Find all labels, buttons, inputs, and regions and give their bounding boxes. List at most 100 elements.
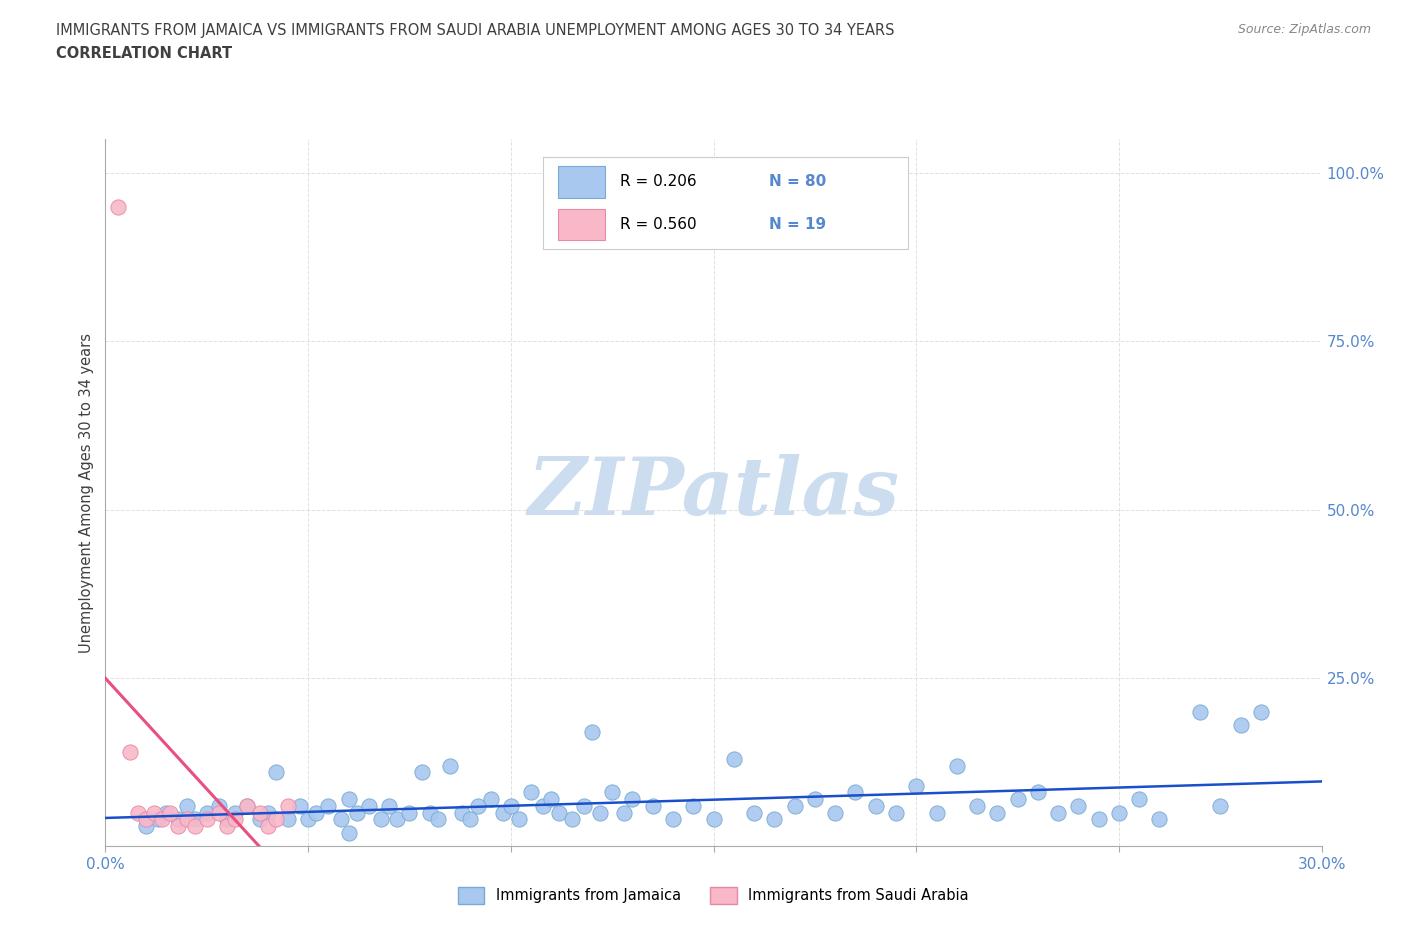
Point [804,791,827,806]
Point [467,799,489,814]
Point [346,805,368,820]
Point [224,805,246,820]
Bar [558,208,606,240]
Point [1047,805,1070,820]
Point [548,805,571,820]
Point [256,818,278,833]
Point [217,818,239,833]
Point [865,799,887,814]
Point [249,812,271,827]
Point [1108,805,1130,820]
Point [146,812,169,827]
Point [439,758,461,773]
Point [264,764,287,779]
Point [155,805,177,820]
Point [357,799,380,814]
Point [370,812,392,827]
Point [277,812,299,827]
Point [458,812,481,827]
Point [264,812,287,827]
Point [127,805,149,820]
Point [1067,799,1090,814]
Point [150,812,173,827]
Point [492,805,515,820]
Point [277,799,299,814]
Point [742,805,765,820]
Point [288,799,311,814]
Point [107,199,129,214]
Point [426,812,449,827]
Point [236,799,259,814]
Point [176,812,198,827]
Point [217,812,239,827]
Point [208,805,231,820]
Text: IMMIGRANTS FROM JAMAICA VS IMMIGRANTS FROM SAUDI ARABIA UNEMPLOYMENT AMONG AGES : IMMIGRANTS FROM JAMAICA VS IMMIGRANTS FR… [56,23,894,38]
Point [621,791,644,806]
Point [589,805,612,820]
Text: CORRELATION CHART: CORRELATION CHART [56,46,232,61]
Point [135,818,157,833]
Point [236,799,259,814]
Point [1189,704,1212,719]
Point [1087,812,1109,827]
Point [195,812,218,827]
Point [411,764,433,779]
Point [844,785,866,800]
Point [337,826,360,841]
Point [763,812,786,827]
Text: R = 0.206: R = 0.206 [620,175,696,190]
Point [572,799,595,814]
Point [641,799,664,814]
Point [451,805,474,820]
Text: N = 19: N = 19 [769,217,827,232]
Point [378,799,401,814]
Point [208,799,231,814]
Point [195,805,218,820]
Point [398,805,420,820]
Point [419,805,441,820]
Point [1250,704,1272,719]
Point [118,745,141,760]
Point [176,799,198,814]
Point [318,799,340,814]
Point [824,805,846,820]
Point [1128,791,1150,806]
Text: R = 0.560: R = 0.560 [620,217,696,232]
Bar [558,166,606,197]
Point [682,799,704,814]
Point [520,785,543,800]
Point [1149,812,1171,827]
Point [561,812,583,827]
Point [143,805,166,820]
Point [159,805,181,820]
Point [1209,799,1232,814]
Point [1026,785,1049,800]
Legend: Immigrants from Jamaica, Immigrants from Saudi Arabia: Immigrants from Jamaica, Immigrants from… [453,882,974,910]
Point [499,799,522,814]
Point [337,791,360,806]
Point [884,805,907,820]
Text: N = 80: N = 80 [769,175,827,190]
Text: Source: ZipAtlas.com: Source: ZipAtlas.com [1237,23,1371,36]
Point [305,805,328,820]
Point [905,778,928,793]
Point [925,805,948,820]
Text: ZIPatlas: ZIPatlas [527,454,900,532]
Point [986,805,1008,820]
Point [183,812,205,827]
Point [508,812,530,827]
Point [479,791,502,806]
Point [297,812,319,827]
Point [531,799,554,814]
Point [329,812,352,827]
Point [224,812,246,827]
Point [183,818,205,833]
Point [702,812,725,827]
Point [1229,718,1251,733]
Point [966,799,988,814]
Point [256,805,278,820]
Point [783,799,806,814]
Point [723,751,745,766]
Point [135,812,157,827]
Point [945,758,967,773]
